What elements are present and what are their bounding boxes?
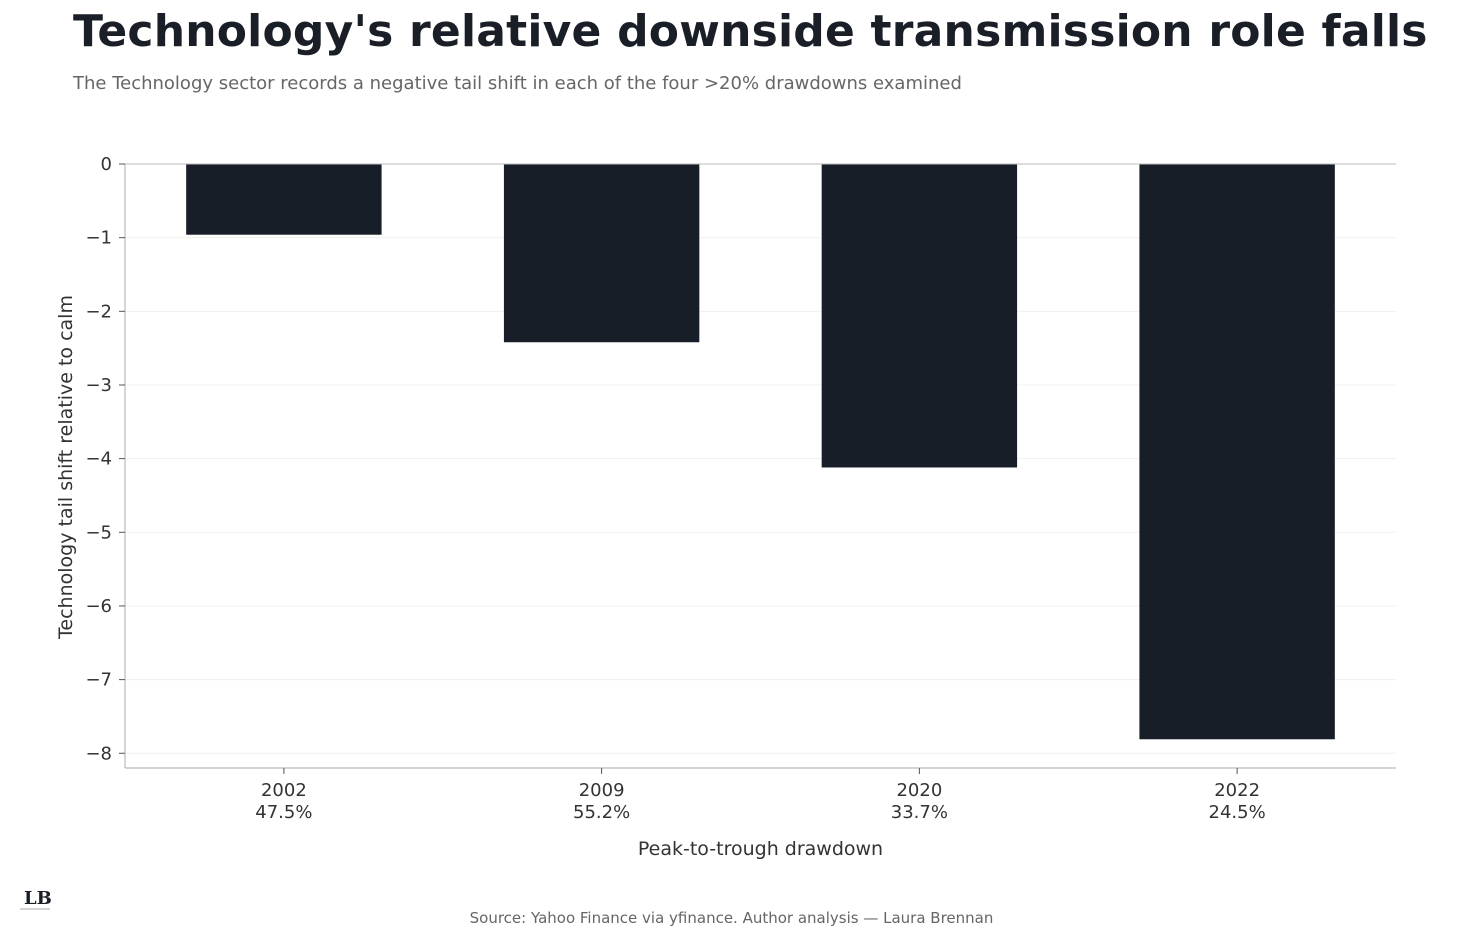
y-tick-label: −8: [85, 743, 112, 764]
logo-monogram: LB: [24, 888, 52, 909]
bar-2002: [186, 164, 382, 235]
y-tick-label: −5: [85, 522, 112, 543]
chart-subtitle: The Technology sector records a negative…: [73, 73, 962, 94]
x-axis-title: Peak-to-trough drawdown: [638, 838, 883, 860]
x-tick-label: 2009: [579, 780, 625, 801]
source-note: Source: Yahoo Finance via yfinance. Auth…: [469, 909, 994, 927]
x-tick-label: 2002: [261, 780, 307, 801]
x-tick-sublabel: 47.5%: [255, 802, 312, 823]
y-axis-title: Technology tail shift relative to calm: [55, 295, 77, 640]
axes: [124, 163, 1396, 769]
bar-2009: [503, 164, 700, 343]
y-tick-label: −6: [85, 596, 112, 617]
y-tick-label: −2: [85, 301, 112, 322]
x-tick-sublabel: 24.5%: [1209, 802, 1266, 823]
y-tick-label: −1: [85, 228, 112, 249]
author-logo: LB: [20, 888, 52, 910]
bars: [186, 164, 1335, 740]
y-tick-label: 0: [101, 154, 112, 175]
bar-2022: [1139, 164, 1335, 740]
x-tick-label: 2020: [896, 780, 942, 801]
y-ticks: 0 −1 −2 −3 −4 −5 −6 −7 −8: [85, 154, 125, 764]
y-tick-label: −4: [85, 449, 112, 470]
x-tick-sublabel: 55.2%: [573, 802, 630, 823]
y-tick-label: −7: [85, 670, 112, 691]
x-tick-sublabel: 33.7%: [891, 802, 948, 823]
chart-title: Technology's relative downside transmiss…: [73, 6, 1428, 57]
y-tick-label: −3: [85, 375, 112, 396]
x-tick-label: 2022: [1214, 780, 1260, 801]
bar-2020: [821, 164, 1018, 468]
